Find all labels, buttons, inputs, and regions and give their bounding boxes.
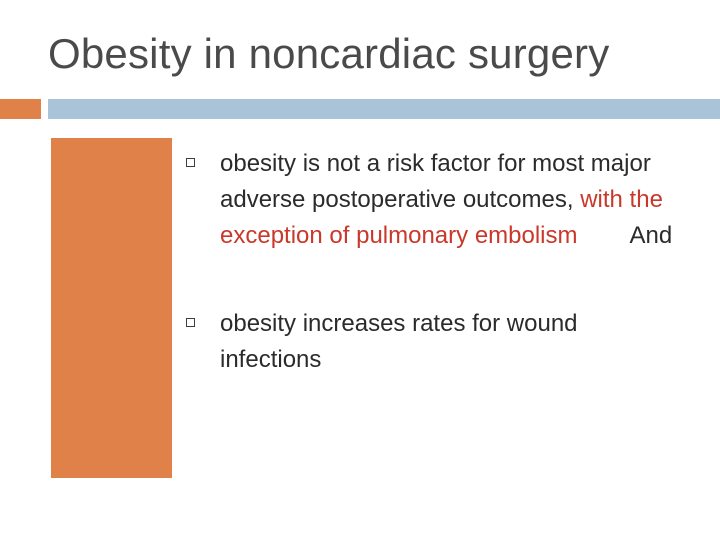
bullet-text: obesity increases rates for wound infect… <box>220 310 578 373</box>
slide-title: Obesity in noncardiac surgery <box>48 30 610 77</box>
bullet-text: obesity is not a risk factor for most ma… <box>220 150 651 213</box>
bullet-trailing-word: And <box>629 222 673 249</box>
bullet-list: obesity is not a risk factor for most ma… <box>180 146 680 378</box>
accent-bar-orange <box>0 99 41 119</box>
accent-bar-blue <box>48 99 720 119</box>
bullet-item: obesity increases rates for wound infect… <box>180 306 680 378</box>
hollow-square-bullet-icon <box>186 318 195 327</box>
hollow-square-bullet-icon <box>186 158 195 167</box>
bullet-highlight-text: with the exception of pulmonary embolism <box>220 186 663 249</box>
orange-side-panel <box>51 138 172 478</box>
bullet-item: obesity is not a risk factor for most ma… <box>180 146 680 254</box>
